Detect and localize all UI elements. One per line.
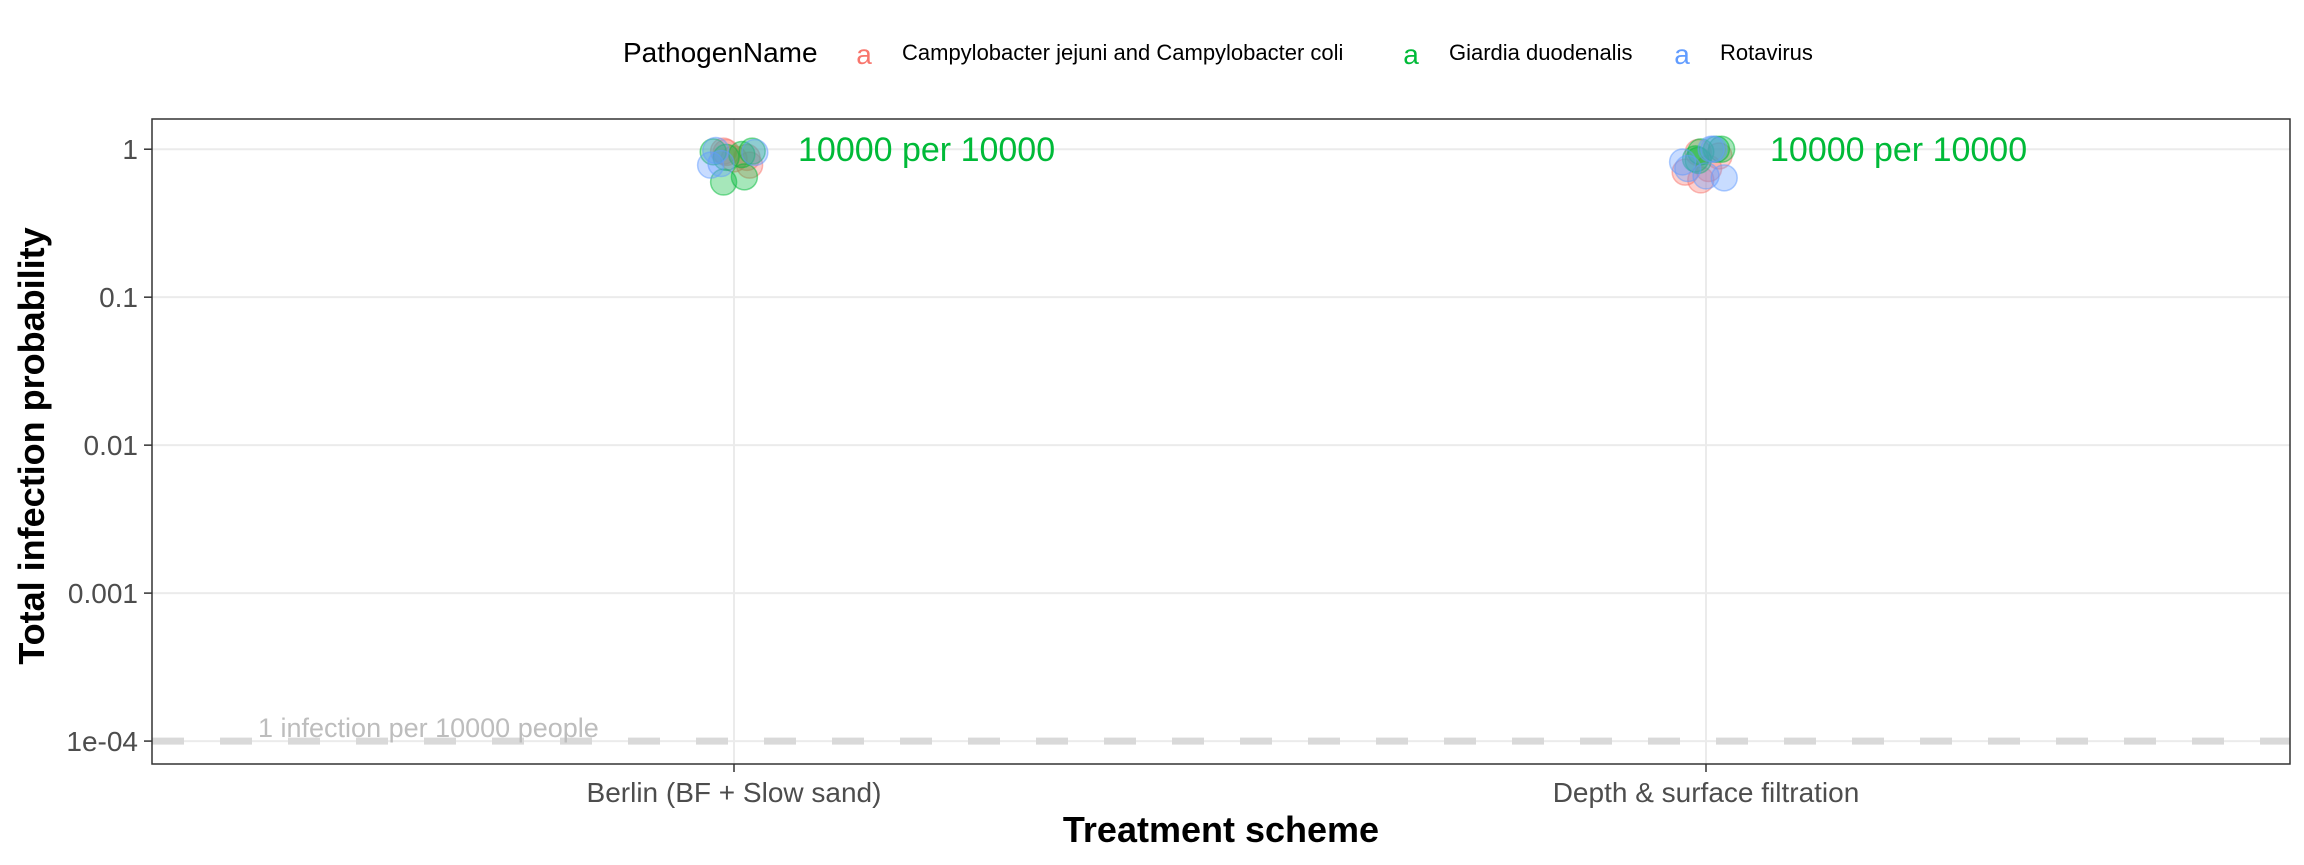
data-point xyxy=(1674,154,1702,183)
legend-title: PathogenName xyxy=(623,37,818,68)
legend-label: Campylobacter jejuni and Campylobacter c… xyxy=(902,40,1343,65)
legend-label: Giardia duodenalis xyxy=(1449,40,1632,65)
x-tick-label: Depth & surface filtration xyxy=(1553,777,1860,808)
legend: PathogenName a Campylobacter jejuni and C… xyxy=(623,37,1813,70)
data-label: 10000 per 10000 xyxy=(798,131,1055,169)
legend-item: a Giardia duodenalis xyxy=(1403,39,1632,70)
data-point xyxy=(696,151,725,179)
legend-key: a xyxy=(856,39,872,70)
x-tick-label: Berlin (BF + Slow sand) xyxy=(587,777,882,808)
plot-border xyxy=(151,118,2291,765)
plot-background xyxy=(152,119,2290,764)
legend-label: Rotavirus xyxy=(1720,40,1813,65)
legend-item: a Campylobacter jejuni and Campylobacter … xyxy=(856,39,1343,70)
y-axis-ticks: 1 0.1 0.01 0.001 1e-04 xyxy=(66,134,152,757)
reference-line-group: 1 infection per 10000 people xyxy=(152,713,2290,745)
y-tick-label: 0.01 xyxy=(84,430,139,461)
annotations: 10000 per 10000 10000 per 10000 xyxy=(798,131,2027,169)
y-tick-label: 1e-04 xyxy=(66,726,138,757)
x-axis-title: Treatment scheme xyxy=(1063,809,1379,850)
data-label: 10000 per 10000 xyxy=(1770,131,2027,169)
legend-key: a xyxy=(1674,39,1690,70)
x-axis-ticks: Berlin (BF + Slow sand) Depth & surface f… xyxy=(587,764,1860,808)
y-tick-label: 0.001 xyxy=(68,578,138,609)
data-points xyxy=(696,135,1738,196)
legend-key: a xyxy=(1403,39,1419,70)
data-point xyxy=(1710,164,1738,192)
y-tick-label: 0.1 xyxy=(99,282,138,313)
y-axis-title: Total infection probability xyxy=(11,227,52,664)
legend-item: a Rotavirus xyxy=(1674,39,1813,70)
plot-area: 1 infection per 10000 people 10000 per 1… xyxy=(151,118,2291,765)
data-point xyxy=(741,138,769,167)
data-point xyxy=(1700,135,1728,163)
data-point xyxy=(707,149,735,178)
y-tick-label: 1 xyxy=(122,134,138,165)
data-point xyxy=(1707,135,1736,163)
data-point xyxy=(730,163,759,191)
data-point xyxy=(738,137,766,165)
reference-line-label: 1 infection per 10000 people xyxy=(258,713,599,743)
